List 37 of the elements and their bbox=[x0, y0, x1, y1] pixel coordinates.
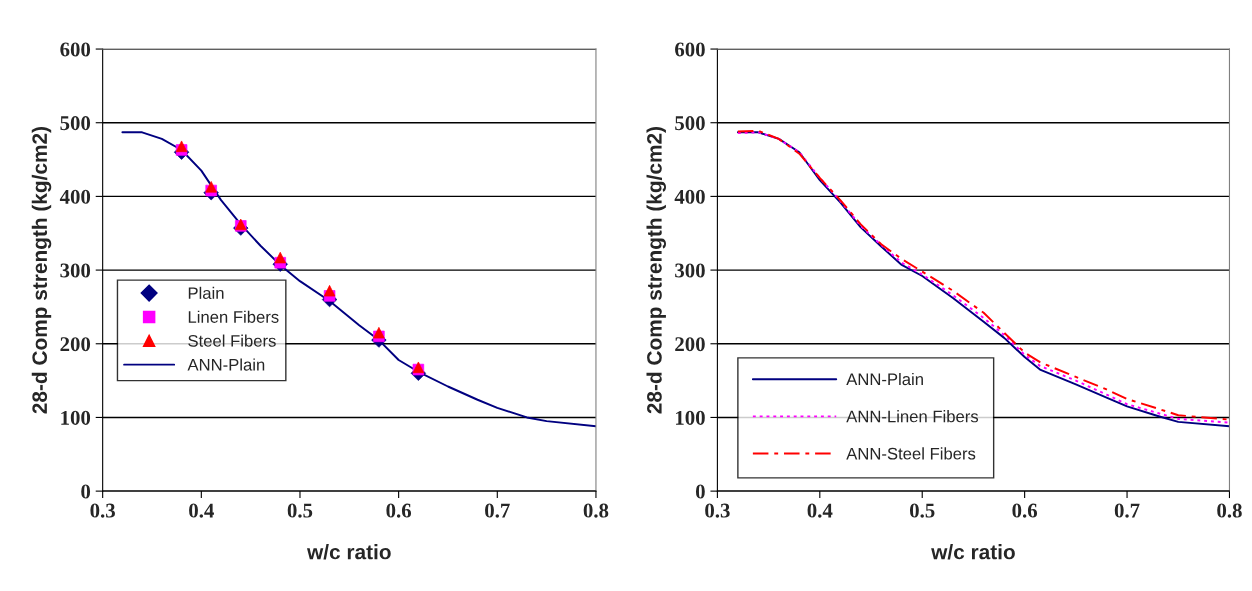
legend-label: ANN-Plain bbox=[187, 358, 265, 371]
y-tick-label: 100 bbox=[676, 410, 705, 425]
y-tick-label: 300 bbox=[675, 263, 705, 278]
legend-label: Linen Fibers bbox=[188, 310, 279, 323]
y-tick-label: 600 bbox=[60, 42, 91, 57]
legend-label: ANN-Plain bbox=[846, 372, 923, 386]
y-tick-label: 0 bbox=[695, 484, 705, 499]
y-axis-title: 28-d Comp strength (kg/cm2) bbox=[646, 127, 667, 414]
y-axis-title: 28-d Comp strength (kg/cm2) bbox=[31, 127, 52, 414]
legend-label: ANN-Steel Fibers bbox=[846, 447, 976, 460]
x-tick-label: 0.8 bbox=[583, 503, 609, 518]
y-tick-label: 500 bbox=[675, 116, 705, 131]
x-tick-label: 0.3 bbox=[90, 503, 115, 518]
x-axis-title: w/c ratio bbox=[931, 544, 1015, 560]
x-tick-label: 0.6 bbox=[386, 503, 412, 518]
y-tick-label: 200 bbox=[675, 337, 705, 352]
x-tick-label: 0.3 bbox=[705, 503, 730, 518]
y-tick-label: 100 bbox=[61, 410, 91, 425]
y-tick-label: 400 bbox=[59, 189, 91, 204]
x-tick-label: 0.4 bbox=[189, 503, 214, 518]
y-tick-label: 600 bbox=[675, 42, 705, 57]
x-tick-label: 0.7 bbox=[485, 503, 510, 518]
y-tick-label: 300 bbox=[60, 263, 91, 278]
y-tick-label: 200 bbox=[60, 337, 91, 352]
legend-label: Steel Fibers bbox=[188, 334, 276, 347]
x-tick-label: 0.5 bbox=[287, 503, 313, 518]
y-tick-label: 500 bbox=[60, 116, 91, 131]
legend-label: Plain bbox=[188, 286, 224, 300]
x-tick-label: 0.4 bbox=[807, 503, 833, 518]
y-tick-label: 400 bbox=[674, 189, 705, 204]
x-axis-title: w/c ratio bbox=[306, 544, 391, 560]
x-tick-label: 0.7 bbox=[1114, 503, 1140, 518]
legend-label: ANN-Linen Fibers bbox=[846, 410, 979, 423]
x-tick-label: 0.5 bbox=[910, 503, 935, 518]
x-tick-label: 0.8 bbox=[1217, 503, 1242, 518]
y-tick-label: 0 bbox=[81, 484, 91, 499]
x-tick-label: 0.6 bbox=[1012, 503, 1038, 518]
